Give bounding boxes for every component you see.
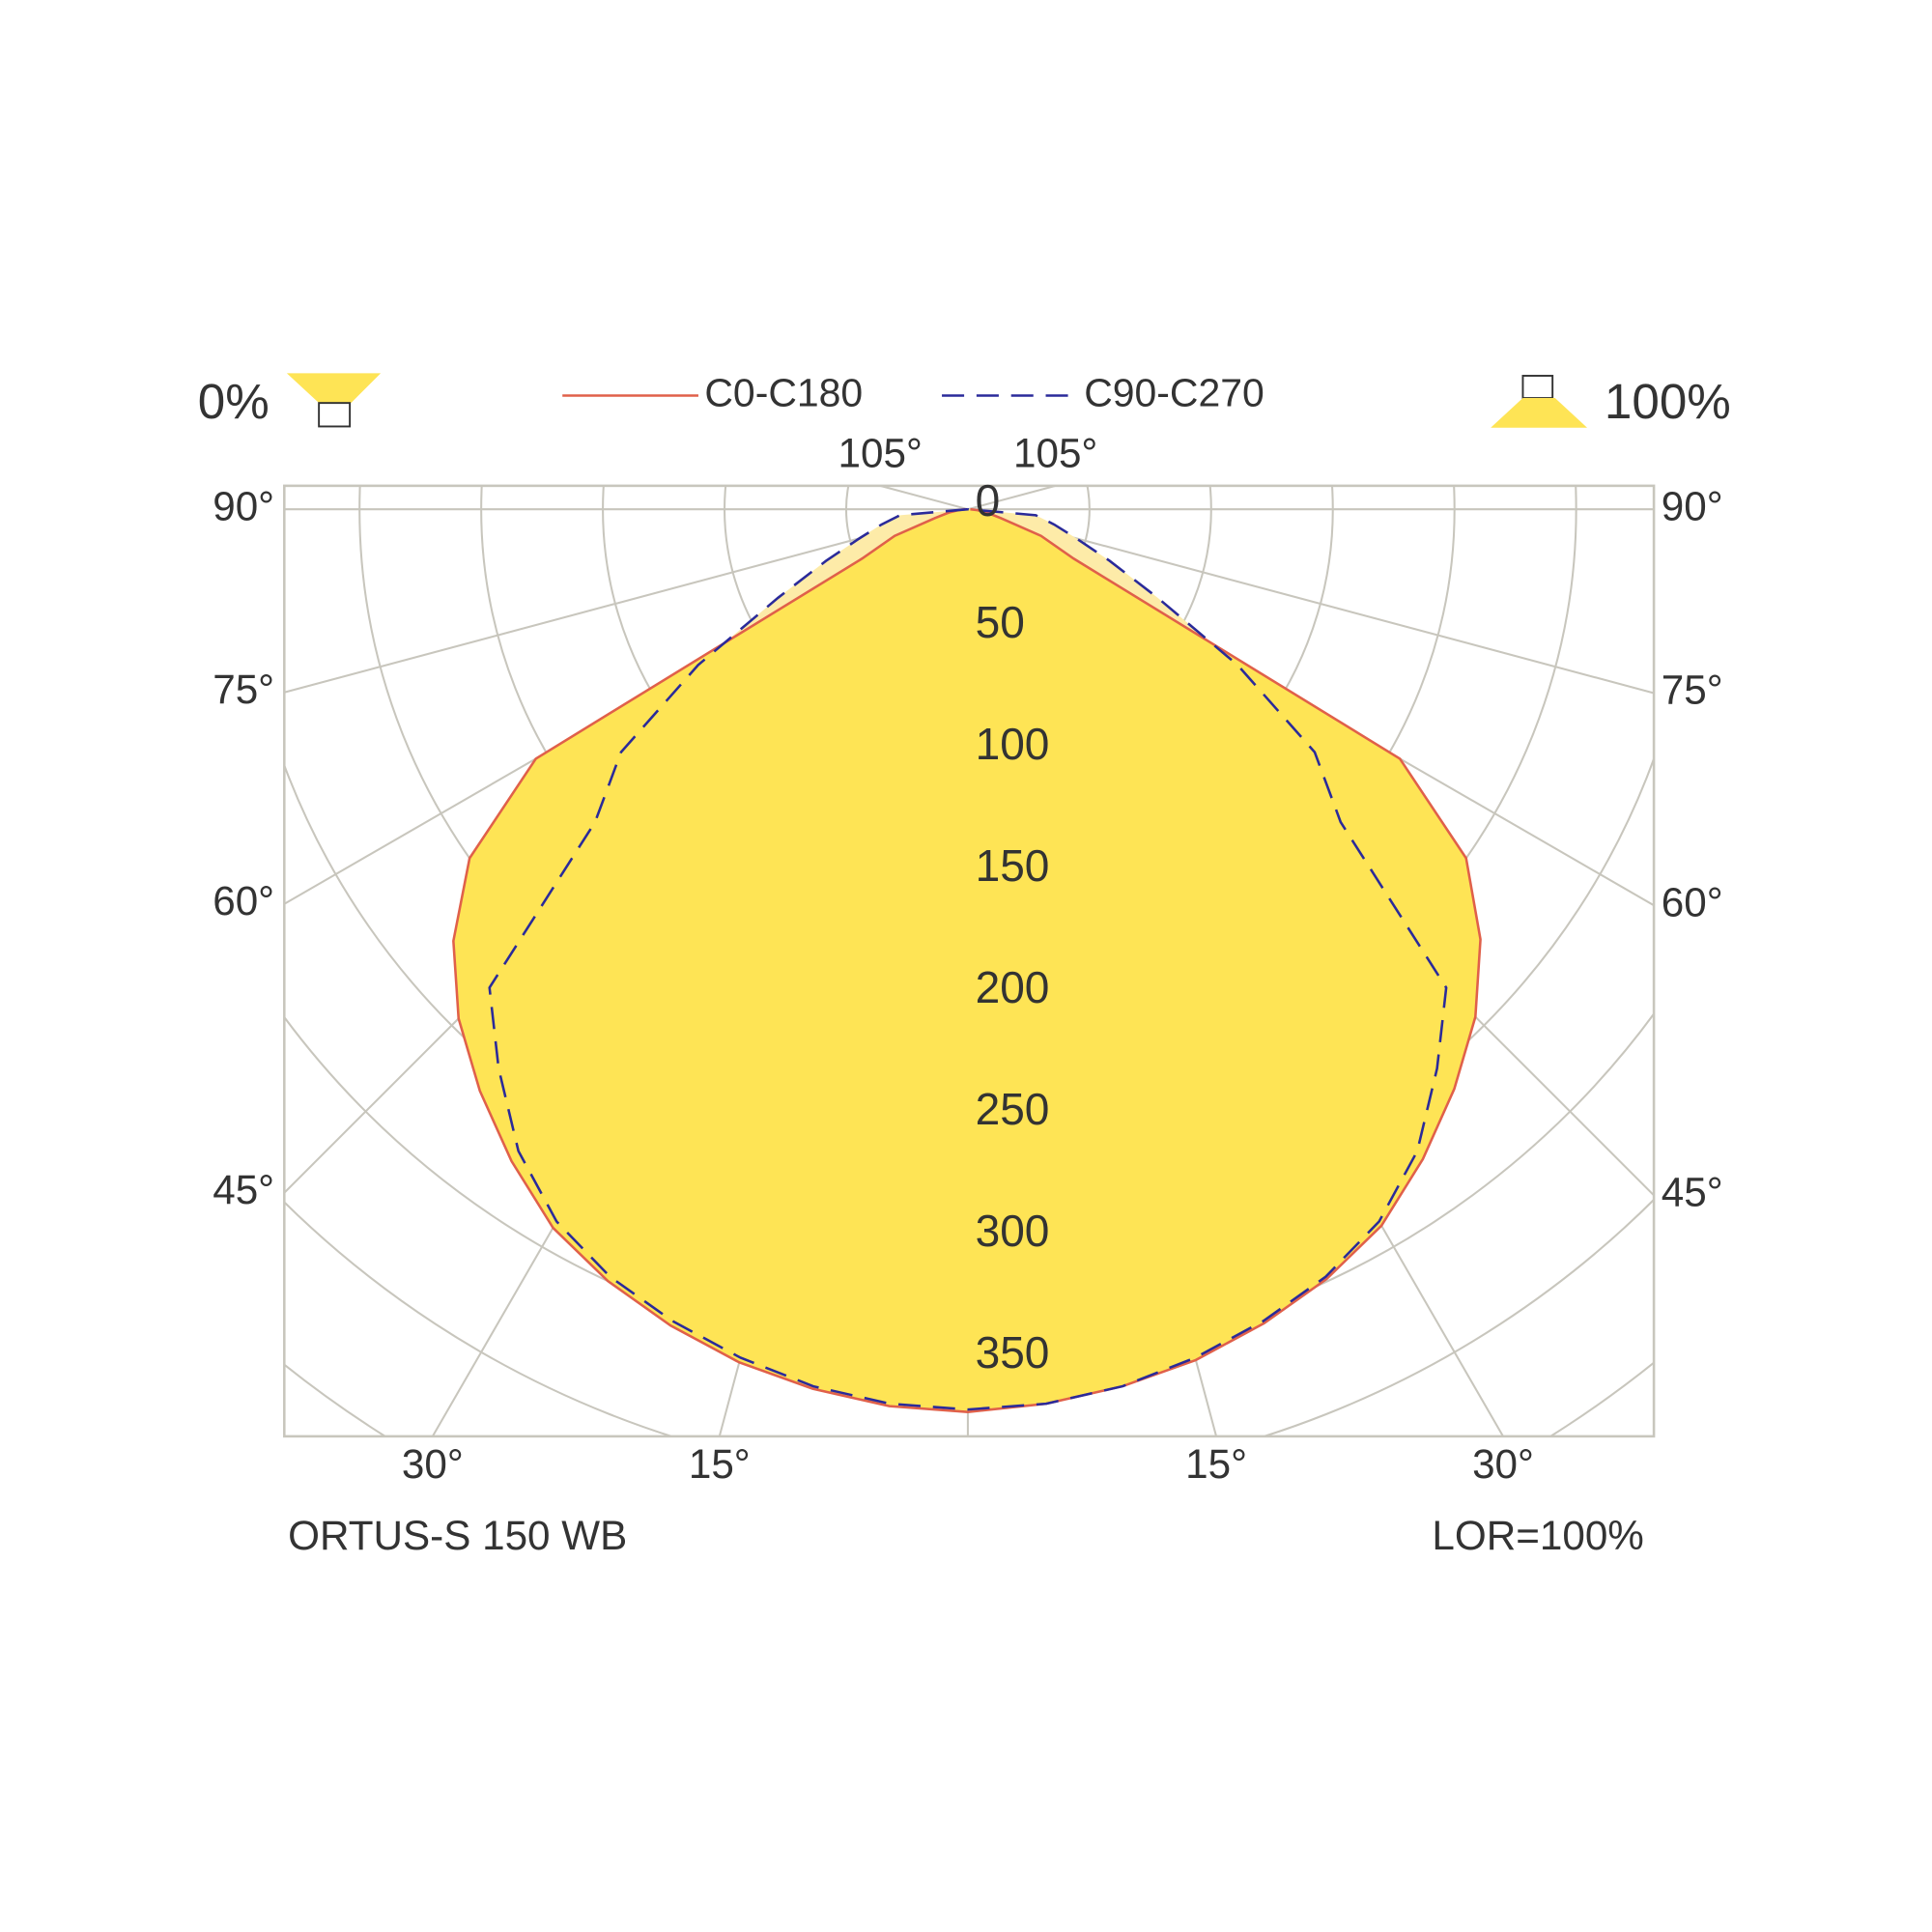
angle-tick-label: 75° <box>1662 668 1723 713</box>
footer-right: LOR=100% <box>1432 1513 1643 1558</box>
indicator-left: 0% <box>198 374 270 429</box>
angle-tick-label: 60° <box>213 878 274 923</box>
uplight-icon-box <box>1521 375 1554 399</box>
angle-tick-label: 15° <box>689 1441 751 1487</box>
grid-spoke <box>284 508 969 694</box>
downlight-icon-box <box>318 402 352 428</box>
angle-tick-label: 30° <box>1472 1441 1534 1487</box>
angle-tick-label: 75° <box>213 667 274 712</box>
angle-tick-label: 45° <box>1662 1170 1723 1215</box>
angle-tick-label: 105° <box>838 430 923 475</box>
angle-tick-label: 60° <box>1662 879 1723 924</box>
r-tick-label: 0 <box>976 475 1001 526</box>
r-tick-label: 250 <box>976 1084 1050 1134</box>
r-tick-label: 200 <box>976 962 1050 1012</box>
curves <box>452 507 1482 1413</box>
r-tick-label: 100 <box>976 719 1050 769</box>
intensity-line <box>488 507 1448 1411</box>
r-tick-label: 50 <box>976 597 1025 647</box>
plot-frame <box>283 484 1656 1438</box>
indicator-right: 100% <box>1605 374 1731 429</box>
angle-tick-label: 30° <box>402 1441 464 1487</box>
intensity-line <box>452 507 1482 1413</box>
grid-spoke <box>879 485 969 511</box>
downlight-icon <box>286 373 382 404</box>
grid-spoke <box>967 485 1056 511</box>
labels: 0 50 100 150 200 250 300 350 90° 75° 60° 45° 90° 75° 6… <box>213 430 1722 1487</box>
footer-left: ORTUS-S 150 WB <box>288 1513 627 1558</box>
angle-tick-label: 45° <box>213 1167 274 1212</box>
grid-spoke <box>967 508 1655 695</box>
angle-tick-label: 90° <box>1662 483 1723 528</box>
intensity-area <box>453 509 1481 1412</box>
angle-tick-label: 15° <box>1185 1441 1247 1487</box>
r-tick-label: 350 <box>976 1327 1050 1378</box>
angle-tick-label: 105° <box>1013 430 1097 475</box>
legend-label: C90-C270 <box>1084 370 1264 414</box>
r-tick-label: 150 <box>976 840 1050 891</box>
uplight-icon <box>1491 398 1587 428</box>
r-tick-label: 300 <box>976 1206 1050 1256</box>
angle-tick-label: 90° <box>213 483 274 528</box>
legend-label: C0-C180 <box>704 370 863 414</box>
